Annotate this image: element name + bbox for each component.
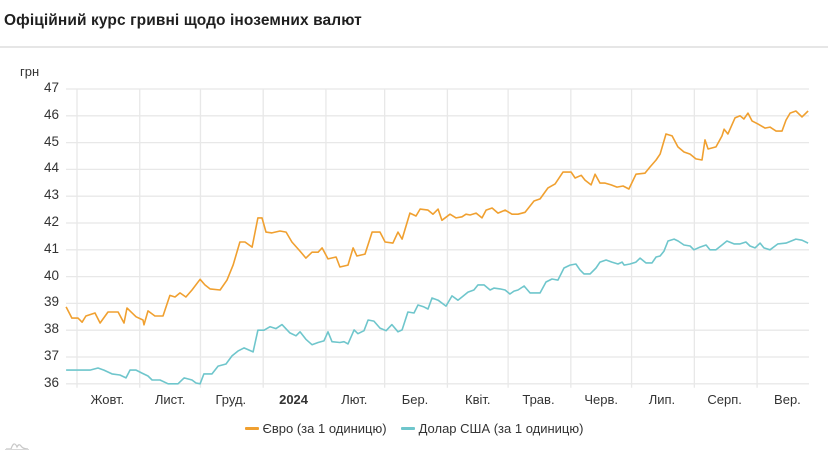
x-tick-label: Черв. xyxy=(584,392,619,407)
y-tick-label: 38 xyxy=(43,321,59,337)
y-tick-label: 39 xyxy=(43,294,59,310)
x-tick-label: Лип. xyxy=(648,392,676,407)
x-tick-label: Лист. xyxy=(154,392,186,407)
legend-item-usd[interactable]: Долар США (за 1 одиницю) xyxy=(400,421,584,436)
x-tick-label: Серп. xyxy=(707,392,742,407)
page-title: Офіційний курс гривні щодо іноземних вал… xyxy=(4,12,362,29)
legend-label-usd: Долар США (за 1 одиницю) xyxy=(418,421,584,436)
y-axis-unit: грн xyxy=(20,64,40,79)
x-tick-label: Жовт. xyxy=(90,392,125,407)
euro-series-line[interactable] xyxy=(65,110,809,326)
y-tick-label: 42 xyxy=(43,214,59,229)
y-tick-label: 43 xyxy=(43,187,59,203)
usd-series-line[interactable] xyxy=(66,238,809,385)
gridlines xyxy=(66,88,809,388)
y-tick-label: 46 xyxy=(43,106,59,122)
x-tick-label: Вер. xyxy=(774,392,801,407)
x-tick-label: Груд. xyxy=(215,392,247,407)
legend: Євро (за 1 одиницю) Долар США (за 1 один… xyxy=(0,421,828,436)
y-tick-label: 40 xyxy=(43,267,59,283)
series-lines xyxy=(65,110,809,385)
legend-swatch-euro xyxy=(244,427,259,430)
legend-label-euro: Євро (за 1 одиницю) xyxy=(262,421,387,436)
x-tick-label: Лют. xyxy=(341,392,368,407)
y-tick-label: 37 xyxy=(43,348,59,363)
header-divider xyxy=(0,46,828,48)
x-tick-label: Квіт. xyxy=(465,392,491,407)
x-tick-label: 2024 xyxy=(279,392,309,407)
y-tick-label: 45 xyxy=(43,133,59,149)
y-tick-label: 36 xyxy=(43,374,59,390)
legend-swatch-usd xyxy=(400,427,415,430)
x-tick-label: Трав. xyxy=(522,392,555,407)
y-tick-label: 47 xyxy=(43,80,59,95)
chart-logo-icon xyxy=(5,443,29,450)
y-tick-label: 41 xyxy=(43,240,59,256)
y-tick-label: 44 xyxy=(43,160,59,176)
legend-item-euro[interactable]: Євро (за 1 одиницю) xyxy=(244,421,387,436)
x-tick-label: Бер. xyxy=(401,392,429,407)
